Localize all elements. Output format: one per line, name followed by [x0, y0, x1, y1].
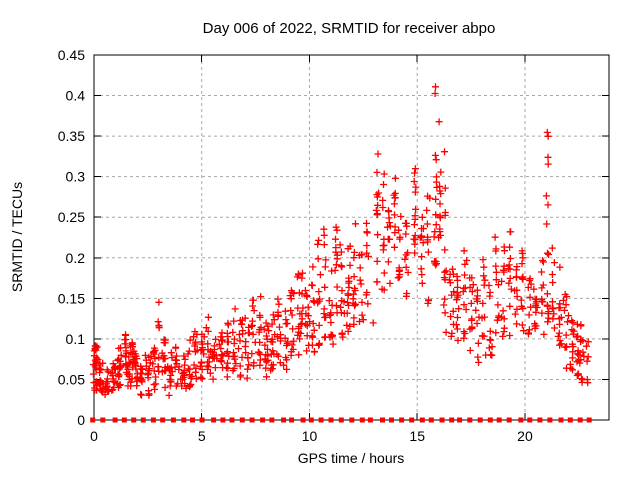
zero-marker: [300, 417, 306, 423]
zero-marker: [558, 417, 564, 423]
zero-marker: [121, 417, 127, 423]
zero-marker: [586, 417, 592, 423]
zero-marker: [527, 417, 533, 423]
zero-marker: [220, 417, 226, 423]
zero-marker: [190, 417, 195, 423]
zero-marker: [338, 417, 344, 423]
y-tick-label: 0.3: [66, 169, 86, 185]
zero-marker: [367, 417, 373, 423]
scatter-points: [89, 83, 592, 399]
zero-marker: [428, 417, 434, 423]
x-tick-label: 20: [517, 428, 533, 444]
data-points: [89, 83, 592, 423]
zero-marker: [100, 417, 106, 423]
zero-marker: [467, 417, 473, 423]
zero-marker: [239, 417, 245, 423]
zero-marker: [577, 417, 583, 423]
x-axis-label: GPS time / hours: [298, 450, 405, 466]
chart-title: Day 006 of 2022, SRMTID for receiver abp…: [203, 20, 496, 37]
zero-marker: [90, 417, 96, 423]
zero-marker: [211, 417, 217, 423]
y-tick-label: 0.05: [58, 371, 85, 387]
x-tick-label: 15: [409, 428, 425, 444]
y-axis-label: SRMTID / TECUs: [9, 182, 25, 292]
zero-marker: [318, 417, 324, 423]
y-tick-label: 0.4: [66, 88, 86, 104]
zero-marker: [181, 417, 187, 423]
zero-marker: [281, 417, 287, 423]
zero-marker: [389, 417, 394, 423]
zero-marker: [419, 417, 425, 423]
zero-marker: [409, 417, 415, 423]
zero-marker: [449, 417, 455, 423]
zero-marker: [439, 417, 445, 423]
zero-marker: [170, 417, 176, 423]
zero-marker: [112, 417, 118, 423]
zero-marker: [131, 417, 137, 423]
zero-marker: [160, 417, 166, 423]
zero-marker: [487, 417, 493, 423]
axes: 0 5 10 15 20 0 0.05 0.1 0.15 0.2 0.25 0.3 0.35 0.4 0.4…: [58, 47, 610, 444]
x-tick-label: 0: [90, 428, 98, 444]
zero-marker: [269, 417, 275, 423]
zero-flag-row: [90, 417, 592, 423]
zero-marker: [567, 417, 573, 423]
zero-marker: [380, 417, 385, 423]
zero-marker: [537, 417, 543, 423]
zero-marker: [150, 417, 156, 423]
zero-marker: [260, 417, 266, 423]
y-tick-label: 0.15: [58, 290, 85, 306]
zero-marker: [518, 417, 524, 423]
zero-marker: [229, 417, 235, 423]
zero-marker: [140, 417, 146, 423]
zero-marker: [496, 417, 502, 423]
y-tick-label: 0.25: [58, 209, 85, 225]
zero-marker: [477, 417, 483, 423]
zero-marker: [349, 417, 355, 423]
zero-marker: [328, 417, 334, 423]
zero-marker: [547, 417, 553, 423]
zero-marker: [289, 417, 295, 423]
zero-marker: [399, 417, 405, 423]
zero-marker: [199, 417, 205, 423]
zero-marker: [359, 417, 365, 423]
y-tick-label: 0.1: [66, 331, 86, 347]
zero-marker: [249, 417, 255, 423]
grid-lines: [94, 55, 609, 420]
y-tick-label: 0: [77, 412, 85, 428]
zero-marker: [308, 417, 314, 423]
x-tick-label: 5: [198, 428, 206, 444]
x-tick-label: 10: [302, 428, 318, 444]
zero-marker: [457, 417, 463, 423]
y-tick-label: 0.2: [66, 250, 86, 266]
zero-marker: [506, 417, 512, 423]
y-tick-label: 0.45: [58, 47, 85, 63]
y-tick-label: 0.35: [58, 128, 85, 144]
